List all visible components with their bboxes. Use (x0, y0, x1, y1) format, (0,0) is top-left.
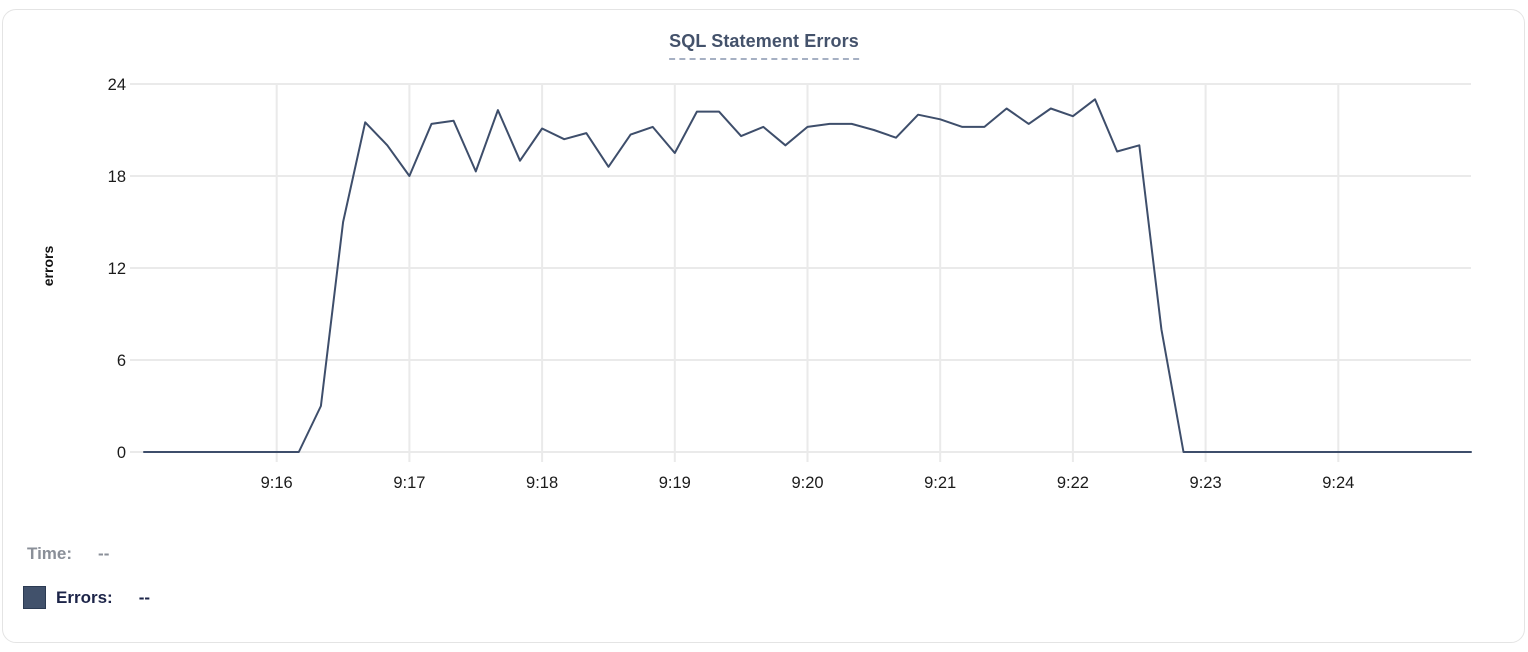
svg-text:6: 6 (117, 352, 126, 370)
svg-text:24: 24 (108, 76, 126, 94)
svg-text:12: 12 (108, 260, 126, 278)
errors-line-chart[interactable]: 0 6 12 18 24 9:16 9:17 9:18 9:19 9:20 9:21 9:22 9:23… (0, 0, 1528, 500)
svg-text:9:21: 9:21 (924, 474, 956, 492)
errors-readout: Errors: -- (23, 586, 150, 609)
errors-readout-value: -- (138, 587, 151, 607)
svg-text:0: 0 (117, 444, 126, 462)
errors-series-swatch (23, 586, 46, 609)
svg-text:9:17: 9:17 (393, 474, 425, 492)
chart-title[interactable]: SQL Statement Errors (669, 31, 859, 60)
time-readout: Time: -- (23, 544, 109, 564)
errors-readout-label: Errors: (56, 587, 113, 607)
svg-text:9:18: 9:18 (526, 474, 558, 492)
time-readout-label: Time: (27, 544, 73, 563)
svg-text:9:19: 9:19 (659, 474, 691, 492)
svg-text:9:22: 9:22 (1057, 474, 1089, 492)
svg-text:9:16: 9:16 (261, 474, 293, 492)
time-readout-value: -- (98, 544, 110, 563)
svg-text:9:23: 9:23 (1190, 474, 1222, 492)
y-axis-title: errors (40, 245, 56, 287)
chart-card (2, 9, 1525, 643)
svg-text:9:20: 9:20 (791, 474, 823, 492)
svg-text:9:24: 9:24 (1322, 474, 1354, 492)
svg-text:18: 18 (108, 168, 126, 186)
